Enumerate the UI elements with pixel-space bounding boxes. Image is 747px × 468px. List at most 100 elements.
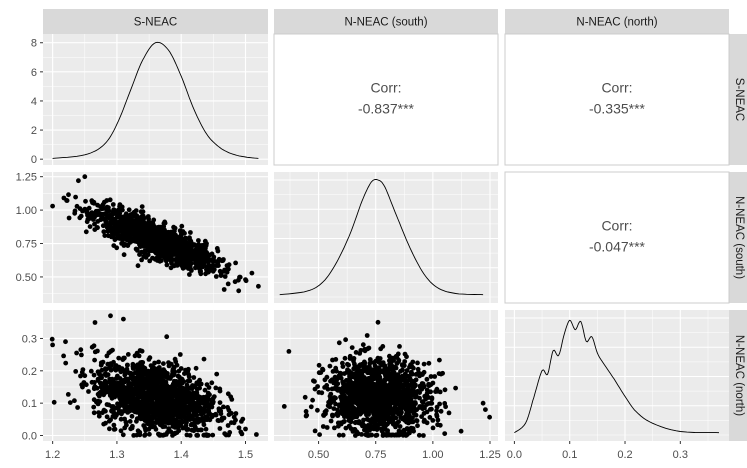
scatter-point [97, 380, 103, 386]
scatter-point [201, 401, 206, 406]
scatter-point [134, 235, 140, 241]
scatter-point [394, 355, 400, 360]
scatter-point [130, 222, 136, 227]
scatter-point [122, 416, 127, 422]
scatter-point [350, 396, 356, 402]
scatter-point [217, 400, 223, 405]
scatter-point [380, 379, 385, 385]
scatter-point [170, 402, 176, 408]
scatter-point [97, 390, 102, 396]
scatter-point [213, 385, 219, 391]
scatter-point [310, 397, 315, 403]
scatter-point [233, 411, 239, 416]
scatter-point [302, 394, 308, 400]
scatter-point [195, 257, 200, 263]
scatter-point [354, 370, 359, 375]
scatter-point [193, 407, 199, 412]
scatter-point [110, 378, 116, 384]
scatter-point [167, 412, 173, 418]
scatter-point [415, 423, 420, 429]
scatter-point [170, 422, 176, 427]
scatter-point [202, 238, 208, 244]
scatter-point [96, 371, 102, 377]
scatter-point [113, 363, 119, 368]
scatter-point [390, 419, 395, 425]
scatter-point [209, 380, 215, 386]
scatter-point [201, 409, 207, 415]
scatter-point [218, 273, 224, 278]
scatter-point [139, 225, 145, 230]
scatter-point [428, 382, 434, 388]
scatter-point [187, 272, 192, 277]
scatter-point [480, 400, 486, 406]
scatter-point [223, 432, 229, 438]
scatter-point [332, 386, 337, 391]
scatter-point [380, 360, 386, 365]
scatter-point [114, 405, 120, 411]
scatter-point [393, 423, 398, 429]
scatter-point [112, 222, 118, 228]
scatter-point [421, 433, 426, 438]
scatter-point [155, 369, 161, 375]
correlation-label: Corr: [601, 80, 632, 96]
scatter-point [127, 232, 133, 238]
scatter-point [115, 214, 120, 220]
scatter-point [221, 287, 227, 292]
scatter-point [187, 390, 192, 396]
scatter-point [152, 374, 158, 380]
panel-background [505, 310, 729, 441]
scatter-point [117, 223, 123, 229]
scatter-point [349, 345, 355, 350]
scatter-point [121, 252, 127, 258]
scatter-point [126, 207, 132, 213]
x-tick-label: 0.75 [365, 449, 386, 461]
scatter-point [195, 433, 201, 438]
y-tick-label: 6 [31, 67, 37, 79]
scatter-point [131, 398, 137, 404]
scatter-point [157, 377, 163, 382]
scatter-point [427, 415, 433, 420]
scatter-point [106, 233, 111, 239]
row-strip-label: S-NEAC [733, 78, 745, 121]
scatter-point [96, 413, 102, 419]
scatter-point [156, 359, 162, 365]
scatter-point [146, 357, 152, 362]
scatter-point [139, 204, 145, 210]
scatter-point [82, 373, 88, 379]
scatter-point [148, 423, 153, 429]
scatter-point [179, 252, 184, 258]
scatter-point [198, 381, 204, 387]
scatter-point [387, 403, 393, 409]
scatter-point [147, 233, 153, 238]
scatter-point [415, 360, 420, 366]
scatter-point [398, 368, 403, 374]
scatter-point [367, 424, 373, 429]
y-tick-label: 8 [31, 38, 37, 50]
scatter-point [103, 385, 108, 391]
scatter-point [142, 376, 148, 382]
scatter-point [342, 419, 347, 424]
scatter-point [113, 367, 119, 373]
scatter-point [122, 225, 128, 231]
scatter-point [303, 413, 309, 419]
scatter-point [397, 424, 403, 429]
scatter-point [111, 427, 117, 432]
scatter-point [434, 412, 439, 418]
scatter-point [127, 419, 133, 424]
scatter-point [145, 371, 151, 377]
scatter-point [83, 198, 88, 204]
scatter-point [155, 403, 161, 409]
scatter-point [123, 403, 129, 409]
scatter-point [178, 235, 184, 241]
scatter-point [352, 363, 358, 369]
scatter-point [380, 426, 386, 432]
scatter-point [119, 241, 124, 246]
x-tick-label: 0.50 [308, 449, 329, 461]
scatter-point [308, 404, 314, 410]
scatter-point [184, 417, 190, 423]
scatter-point [435, 422, 440, 428]
scatter-point [50, 203, 55, 209]
column-strip-label: N-NEAC (north) [576, 17, 657, 29]
scatter-point [104, 414, 110, 420]
scatter-point [184, 245, 190, 250]
